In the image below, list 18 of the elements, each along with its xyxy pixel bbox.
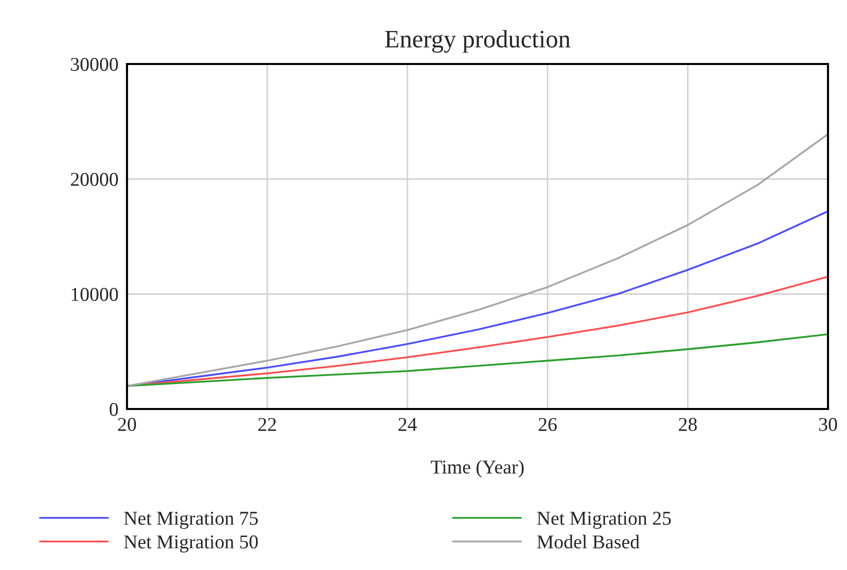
y-tick-label: 0: [110, 402, 118, 416]
x-tick-label: 26: [538, 418, 557, 432]
x-axis-title: Time (Year): [430, 460, 524, 478]
legend-label: Net Migration 50: [124, 535, 258, 552]
chart-title: Energy production: [385, 30, 570, 53]
x-tick-label: 24: [398, 418, 417, 431]
y-tick-label: 10000: [72, 288, 118, 301]
legend-label: Net Migration 75: [124, 512, 258, 529]
x-tick-label: 20: [118, 418, 136, 432]
x-tick-label: 28: [678, 418, 697, 432]
line-series: [127, 133, 828, 387]
x-tick-label: 22: [258, 418, 276, 431]
y-tick-label: 30000: [70, 58, 118, 71]
x-tick-label: 30: [819, 418, 837, 432]
y-tick-label: 20000: [70, 172, 118, 186]
legend-label: Model Based: [537, 534, 640, 548]
legend-label: Net Migration 25: [537, 512, 671, 529]
line-series: [127, 333, 828, 387]
